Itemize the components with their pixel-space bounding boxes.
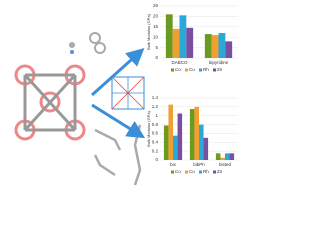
x-tick-label: bipyridine bbox=[209, 60, 229, 65]
bar bbox=[165, 14, 173, 58]
y-tick-label: 25 bbox=[153, 3, 159, 8]
y-axis-label: Bulk Modulus (GPa) bbox=[146, 110, 151, 146]
bar bbox=[186, 27, 194, 58]
legend-swatch bbox=[213, 170, 216, 174]
bar bbox=[204, 34, 212, 58]
bar bbox=[168, 104, 173, 160]
y-tick-label: 1.2 bbox=[152, 104, 159, 109]
legend-swatch bbox=[171, 170, 174, 174]
y-tick-label: 0 bbox=[155, 157, 158, 162]
y-tick-label: 1.4 bbox=[152, 95, 159, 100]
legend-swatch bbox=[199, 170, 202, 174]
bar bbox=[179, 15, 187, 58]
y-tick-label: 10 bbox=[153, 34, 159, 39]
bar bbox=[225, 153, 230, 160]
legend-swatch bbox=[171, 68, 174, 72]
y-tick-label: 0.6 bbox=[152, 131, 159, 136]
bar bbox=[189, 109, 195, 160]
bar bbox=[172, 28, 180, 58]
bar bbox=[215, 153, 221, 160]
x-tick-label: DABCO bbox=[171, 60, 188, 65]
legend-label: Co bbox=[175, 169, 181, 174]
legend-label: Rh bbox=[203, 169, 209, 174]
y-tick-label: 0 bbox=[155, 55, 158, 60]
legend-label: Zn bbox=[217, 169, 223, 174]
bar bbox=[229, 153, 235, 160]
x-tick-label: bix bbox=[170, 162, 177, 167]
x-tick-label: bibPh bbox=[193, 162, 205, 167]
y-tick-label: 0.2 bbox=[152, 148, 159, 153]
topology-grid bbox=[111, 76, 145, 110]
y-tick-label: 15 bbox=[153, 24, 159, 29]
framework-structure bbox=[14, 64, 86, 141]
linker-molecules bbox=[69, 32, 142, 186]
legend-label: Zn bbox=[217, 67, 223, 72]
arrows bbox=[90, 47, 146, 139]
legend-swatch bbox=[213, 68, 216, 72]
y-tick-label: 5 bbox=[155, 45, 158, 50]
legend-label: Rh bbox=[203, 67, 209, 72]
y-tick-label: 1 bbox=[155, 113, 158, 118]
legend-label: Co bbox=[175, 67, 181, 72]
bar bbox=[173, 135, 178, 160]
bar bbox=[199, 124, 204, 160]
y-tick-label: 20 bbox=[153, 14, 159, 19]
y-tick-label: 0.4 bbox=[152, 139, 159, 144]
bar bbox=[220, 157, 225, 160]
y-axis-label: Bulk Modulus (GPa) bbox=[146, 13, 151, 49]
bar bbox=[218, 33, 226, 58]
x-tick-label: bisted bbox=[219, 162, 232, 167]
legend-swatch bbox=[199, 68, 202, 72]
legend-label: Cu bbox=[189, 67, 195, 72]
bar bbox=[163, 125, 169, 160]
bar bbox=[177, 113, 183, 160]
y-tick-label: 0.8 bbox=[152, 122, 159, 127]
bar bbox=[225, 41, 233, 58]
bar bbox=[211, 35, 219, 58]
bar bbox=[194, 106, 199, 160]
legend-label: Cu bbox=[189, 169, 195, 174]
legend-swatch bbox=[185, 170, 188, 174]
legend-swatch bbox=[185, 68, 188, 72]
bar bbox=[203, 137, 209, 160]
